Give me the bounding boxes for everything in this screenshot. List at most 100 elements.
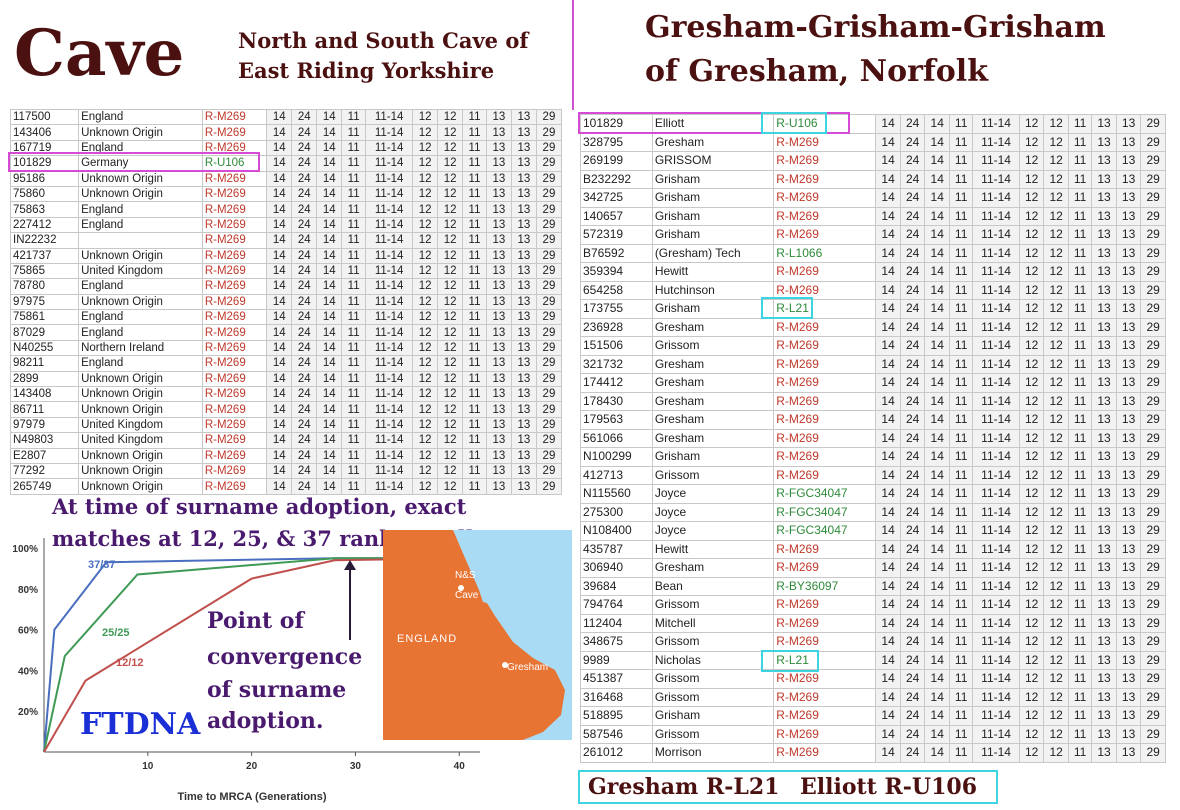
table-row: 359394 Hewitt R-M269 14 24 14 11 11-14 12 12 11 13 1… — [580, 262, 1166, 282]
origin-cell: Unknown Origin — [78, 478, 203, 495]
marker-cell: 11 — [462, 370, 487, 388]
marker-cell: 14 — [316, 478, 343, 495]
y-tick-label: 40% — [18, 666, 38, 677]
haplogroup-cell: R-M269 — [201, 416, 268, 434]
kit-number: 261012 — [580, 743, 653, 763]
marker-cell: 11 — [341, 201, 367, 218]
marker-cell: 11-14 — [972, 465, 1020, 485]
marker-cell: 29 — [535, 370, 563, 388]
marker-cell: 29 — [1140, 262, 1166, 282]
haplogroup-cell: R-FGC34047 — [773, 484, 877, 504]
marker-cell: 13 — [1091, 687, 1117, 707]
marker-cell: 12 — [1043, 299, 1069, 319]
haplogroup-cell: R-M269 — [773, 317, 877, 337]
surname-cell: Gresham — [651, 391, 775, 411]
marker-cell: 14 — [316, 309, 343, 326]
marker-cell: 11-14 — [972, 484, 1020, 504]
marker-cell: 12 — [437, 108, 464, 126]
series-label-0: 37/37 — [88, 559, 116, 571]
marker-cell: 11 — [462, 355, 487, 372]
marker-cell: 11 — [1067, 262, 1093, 282]
marker-cell: 11 — [341, 370, 367, 388]
footer-gresham: Gresham R-L21 — [588, 774, 780, 800]
marker-cell: 11 — [948, 336, 974, 356]
marker-cell: 11 — [341, 386, 367, 403]
marker-cell: 13 — [1115, 169, 1142, 189]
x-tick-label: 40 — [454, 761, 466, 772]
marker-cell: 11-14 — [972, 539, 1020, 559]
marker-cell: 11 — [948, 169, 974, 189]
marker-cell: 11-14 — [972, 632, 1020, 652]
marker-cell: 13 — [1091, 502, 1117, 522]
kit-number: 321732 — [580, 354, 653, 374]
marker-cell: 14 — [924, 151, 950, 171]
marker-cell: 11 — [341, 278, 367, 295]
marker-cell: 14 — [924, 280, 950, 300]
marker-cell: 11 — [462, 386, 487, 403]
surname-cell: Grissom — [651, 336, 775, 356]
marker-cell: 13 — [1091, 484, 1117, 504]
marker-cell: 13 — [510, 432, 537, 449]
marker-cell: 14 — [875, 595, 901, 615]
marker-cell: 24 — [291, 355, 318, 372]
kit-number: B76592 — [580, 243, 653, 263]
marker-cell: 11 — [948, 743, 974, 763]
marker-cell: 11-14 — [972, 576, 1020, 596]
marker-cell: 29 — [535, 324, 563, 341]
marker-cell: 12 — [412, 401, 439, 418]
marker-cell: 29 — [535, 108, 563, 126]
marker-cell: 13 — [485, 339, 512, 357]
marker-cell: 24 — [291, 370, 318, 388]
marker-cell: 13 — [510, 462, 537, 480]
marker-cell: 24 — [899, 373, 926, 393]
kit-number: 275300 — [580, 502, 653, 522]
haplogroup-cell: R-M269 — [201, 262, 268, 280]
marker-cell: 13 — [1115, 114, 1142, 134]
marker-cell: 11 — [948, 613, 974, 633]
marker-cell: 24 — [899, 669, 926, 689]
kit-number: 328795 — [580, 132, 653, 152]
marker-cell: 11-14 — [972, 206, 1020, 226]
marker-cell: 13 — [1115, 539, 1142, 559]
marker-cell: 11-14 — [365, 247, 414, 264]
marker-cell: 24 — [899, 650, 926, 670]
marker-cell: 13 — [485, 170, 512, 187]
marker-cell: 12 — [1043, 391, 1069, 411]
marker-cell: 11 — [948, 262, 974, 282]
kit-number: 101829 — [580, 114, 653, 134]
marker-cell: 29 — [1140, 188, 1166, 208]
marker-cell: 24 — [291, 416, 318, 434]
marker-cell: 29 — [535, 155, 563, 172]
marker-cell: 14 — [875, 151, 901, 171]
marker-cell: 11-14 — [365, 401, 414, 418]
series-label-1: 25/25 — [102, 627, 130, 639]
marker-cell: 14 — [924, 613, 950, 633]
haplogroup-cell: R-M269 — [201, 139, 268, 157]
marker-cell: 12 — [1043, 373, 1069, 393]
marker-cell: 13 — [485, 139, 512, 157]
kit-number: 654258 — [580, 280, 653, 300]
table-row: 75861 England R-M269 14 24 14 11 11-14 12 12 11 13 1… — [9, 309, 563, 326]
table-row: 174412 Gresham R-M269 14 24 14 11 11-14 12 12 11 13… — [580, 373, 1166, 393]
marker-cell: 12 — [412, 293, 439, 311]
marker-cell: 13 — [485, 462, 512, 480]
marker-cell: 11 — [1067, 336, 1093, 356]
marker-cell: 13 — [1115, 650, 1142, 670]
marker-cell: 24 — [899, 410, 926, 430]
marker-cell: 13 — [1115, 521, 1142, 541]
marker-cell: 11-14 — [365, 386, 414, 403]
marker-cell: 11-14 — [972, 447, 1020, 467]
x-tick-label: 10 — [142, 761, 154, 772]
marker-cell: 24 — [899, 465, 926, 485]
surname-cell: Grisham — [651, 225, 775, 245]
marker-cell: 13 — [1091, 188, 1117, 208]
marker-cell: 14 — [924, 558, 950, 578]
haplogroup-cell: R-M269 — [773, 336, 877, 356]
marker-cell: 12 — [1043, 410, 1069, 430]
marker-cell: 11-14 — [365, 170, 414, 187]
marker-cell: 13 — [1115, 743, 1142, 763]
x-tick-label: 20 — [246, 761, 258, 772]
marker-cell: 11 — [948, 132, 974, 152]
marker-cell: 11 — [1067, 484, 1093, 504]
footer-elliott: Elliott R-U106 — [800, 774, 978, 800]
